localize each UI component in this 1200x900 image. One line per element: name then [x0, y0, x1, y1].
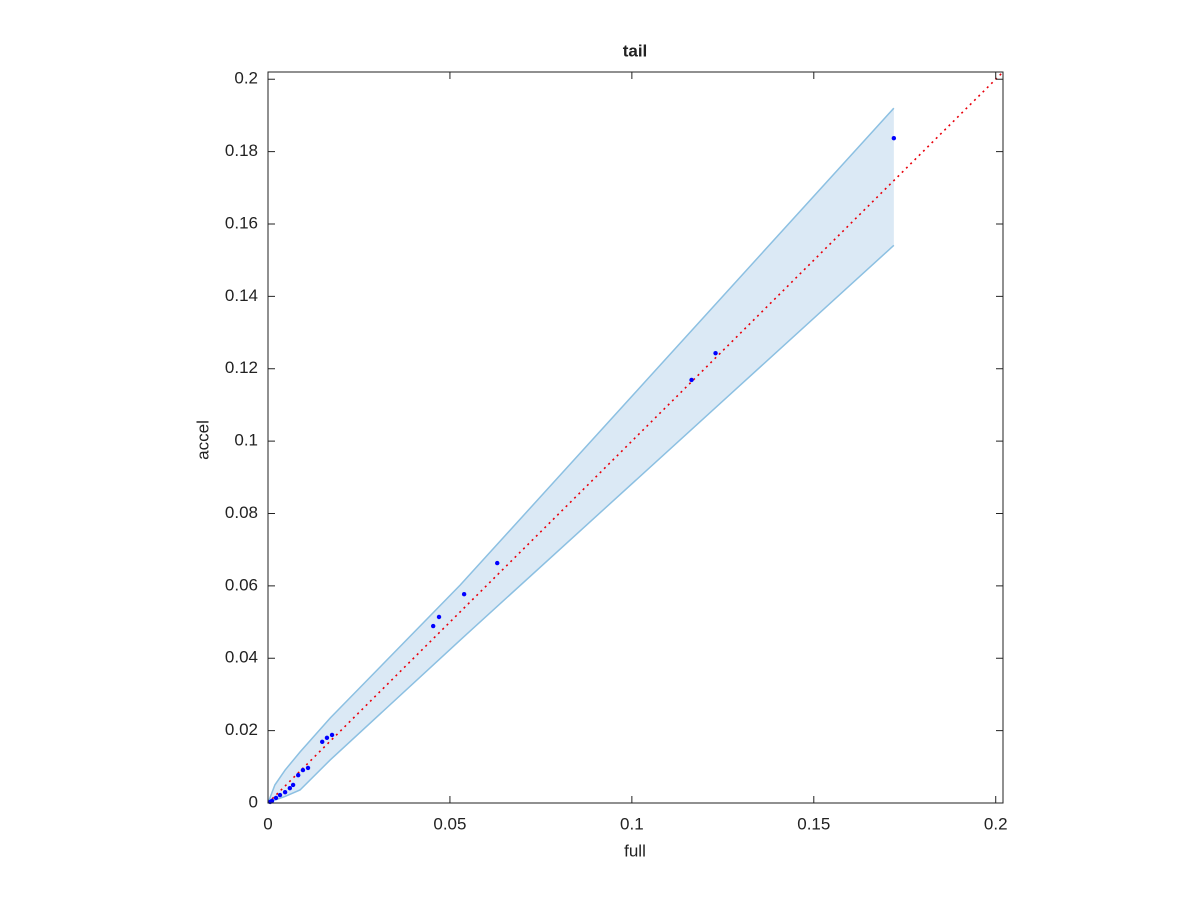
y-tick-label: 0.08: [225, 503, 258, 522]
y-tick-label: 0.2: [234, 69, 258, 88]
band-fill: [268, 108, 894, 804]
point: [430, 623, 436, 629]
point: [689, 377, 694, 383]
y-tick-label: 0.18: [225, 141, 258, 160]
point: [296, 772, 301, 778]
y-tick-label: 0: [249, 792, 258, 811]
point: [277, 792, 283, 798]
point: [287, 785, 293, 791]
x-tick-label: 0.1: [620, 814, 644, 833]
x-tick-label: 0.05: [433, 814, 466, 833]
point: [436, 614, 442, 620]
point: [461, 591, 467, 597]
chart-title: tail: [623, 41, 648, 60]
band-lower: [267, 244, 895, 804]
axes-box: [267, 71, 1004, 804]
y-tick-label: 0.14: [225, 286, 258, 305]
y-tick-label: 0.16: [225, 213, 258, 232]
x-axis-label: full: [624, 841, 646, 860]
x-tick-label: 0.15: [797, 814, 830, 833]
point: [305, 765, 311, 771]
band-upper: [267, 107, 895, 804]
point: [329, 732, 335, 738]
point: [290, 782, 296, 788]
point: [273, 795, 279, 801]
point: [495, 560, 500, 566]
y-axis-label: accel: [193, 420, 212, 460]
point: [282, 789, 288, 795]
point: [713, 350, 718, 356]
point: [320, 739, 325, 745]
y-tick-label: 0.04: [225, 648, 258, 667]
y-tick-label: 0.1: [234, 431, 258, 450]
y-tick-label: 0.02: [225, 720, 258, 739]
point: [891, 136, 897, 141]
y-tick-label: 0.06: [225, 575, 258, 594]
x-tick-label: 0: [263, 814, 272, 833]
point: [324, 735, 330, 741]
point: [300, 767, 306, 773]
x-tick-label: 0.2: [984, 814, 1008, 833]
y-tick-label: 0.12: [225, 358, 258, 377]
